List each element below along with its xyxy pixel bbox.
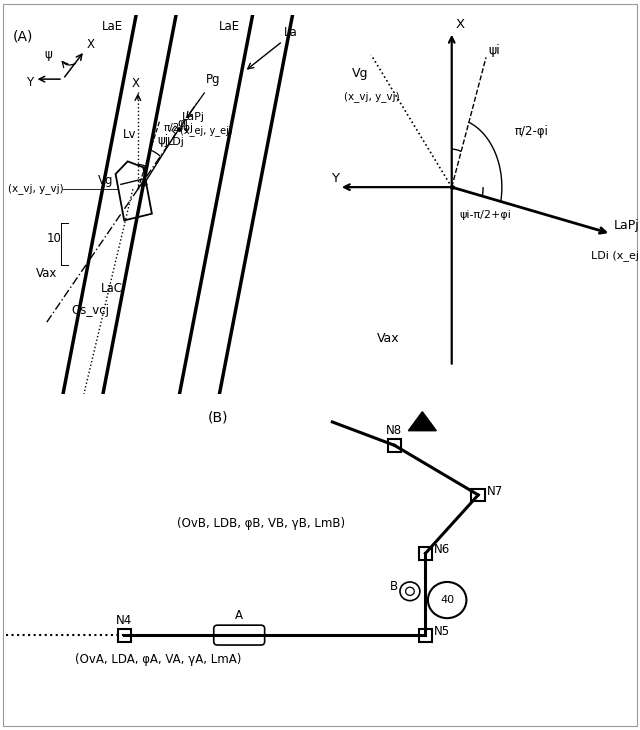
Text: ψi-π/2+φi: ψi-π/2+φi	[460, 210, 511, 220]
Text: Lv: Lv	[123, 128, 136, 141]
Text: N8: N8	[387, 424, 403, 437]
Text: π/2-φj: π/2-φj	[164, 123, 194, 134]
Text: N7: N7	[487, 485, 503, 498]
Text: B: B	[390, 580, 398, 593]
Text: (A): (A)	[13, 30, 33, 44]
Text: π/2-φi: π/2-φi	[515, 126, 548, 139]
Text: ψi: ψi	[488, 44, 500, 57]
Text: ψj: ψj	[157, 134, 168, 147]
Text: 10: 10	[46, 232, 61, 245]
Text: (OvA, LDA, φA, VA, γA, LmA): (OvA, LDA, φA, VA, γA, LmA)	[75, 653, 241, 666]
Text: Vg: Vg	[98, 174, 113, 187]
Text: ψ: ψ	[45, 48, 52, 61]
Text: La: La	[284, 26, 298, 39]
Text: Y: Y	[26, 76, 33, 89]
Text: N4: N4	[116, 614, 132, 627]
Text: (B): (B)	[208, 411, 228, 425]
Text: X: X	[456, 18, 465, 31]
Text: φj: φj	[178, 117, 189, 130]
Text: N5: N5	[434, 625, 451, 638]
Bar	[472, 488, 485, 502]
Text: (x_vj, y_vj): (x_vj, y_vj)	[8, 183, 64, 194]
Text: LaE: LaE	[102, 20, 124, 34]
Text: LaC: LaC	[101, 282, 124, 295]
Text: (x_vj, y_vj): (x_vj, y_vj)	[344, 91, 399, 102]
Bar	[118, 629, 131, 642]
Polygon shape	[408, 412, 436, 431]
Text: X: X	[87, 38, 95, 51]
Text: Vax: Vax	[36, 266, 58, 280]
Text: (x_ej, y_ej): (x_ej, y_ej)	[180, 125, 233, 136]
Text: N6: N6	[434, 543, 451, 556]
Text: (OvB, LDB, φB, VB, γB, LmB): (OvB, LDB, φB, VB, γB, LmB)	[177, 517, 345, 530]
Text: Vg: Vg	[351, 66, 368, 80]
Text: Y: Y	[332, 172, 339, 185]
Text: Pg: Pg	[206, 73, 221, 86]
Bar	[388, 439, 401, 452]
Text: Os_vcj: Os_vcj	[71, 304, 109, 318]
Text: A: A	[236, 609, 243, 622]
Text: LDj: LDj	[167, 137, 185, 147]
Text: Vax: Vax	[376, 332, 399, 345]
Text: LaE: LaE	[219, 20, 240, 34]
Bar	[419, 629, 432, 642]
Text: X: X	[132, 77, 140, 90]
Text: 40: 40	[440, 595, 454, 605]
Text: LDi (x_ej, y_ej): LDi (x_ej, y_ej)	[591, 250, 640, 261]
Text: LaPj: LaPj	[614, 218, 639, 231]
Bar	[419, 547, 432, 560]
Text: LaPj: LaPj	[182, 112, 205, 122]
